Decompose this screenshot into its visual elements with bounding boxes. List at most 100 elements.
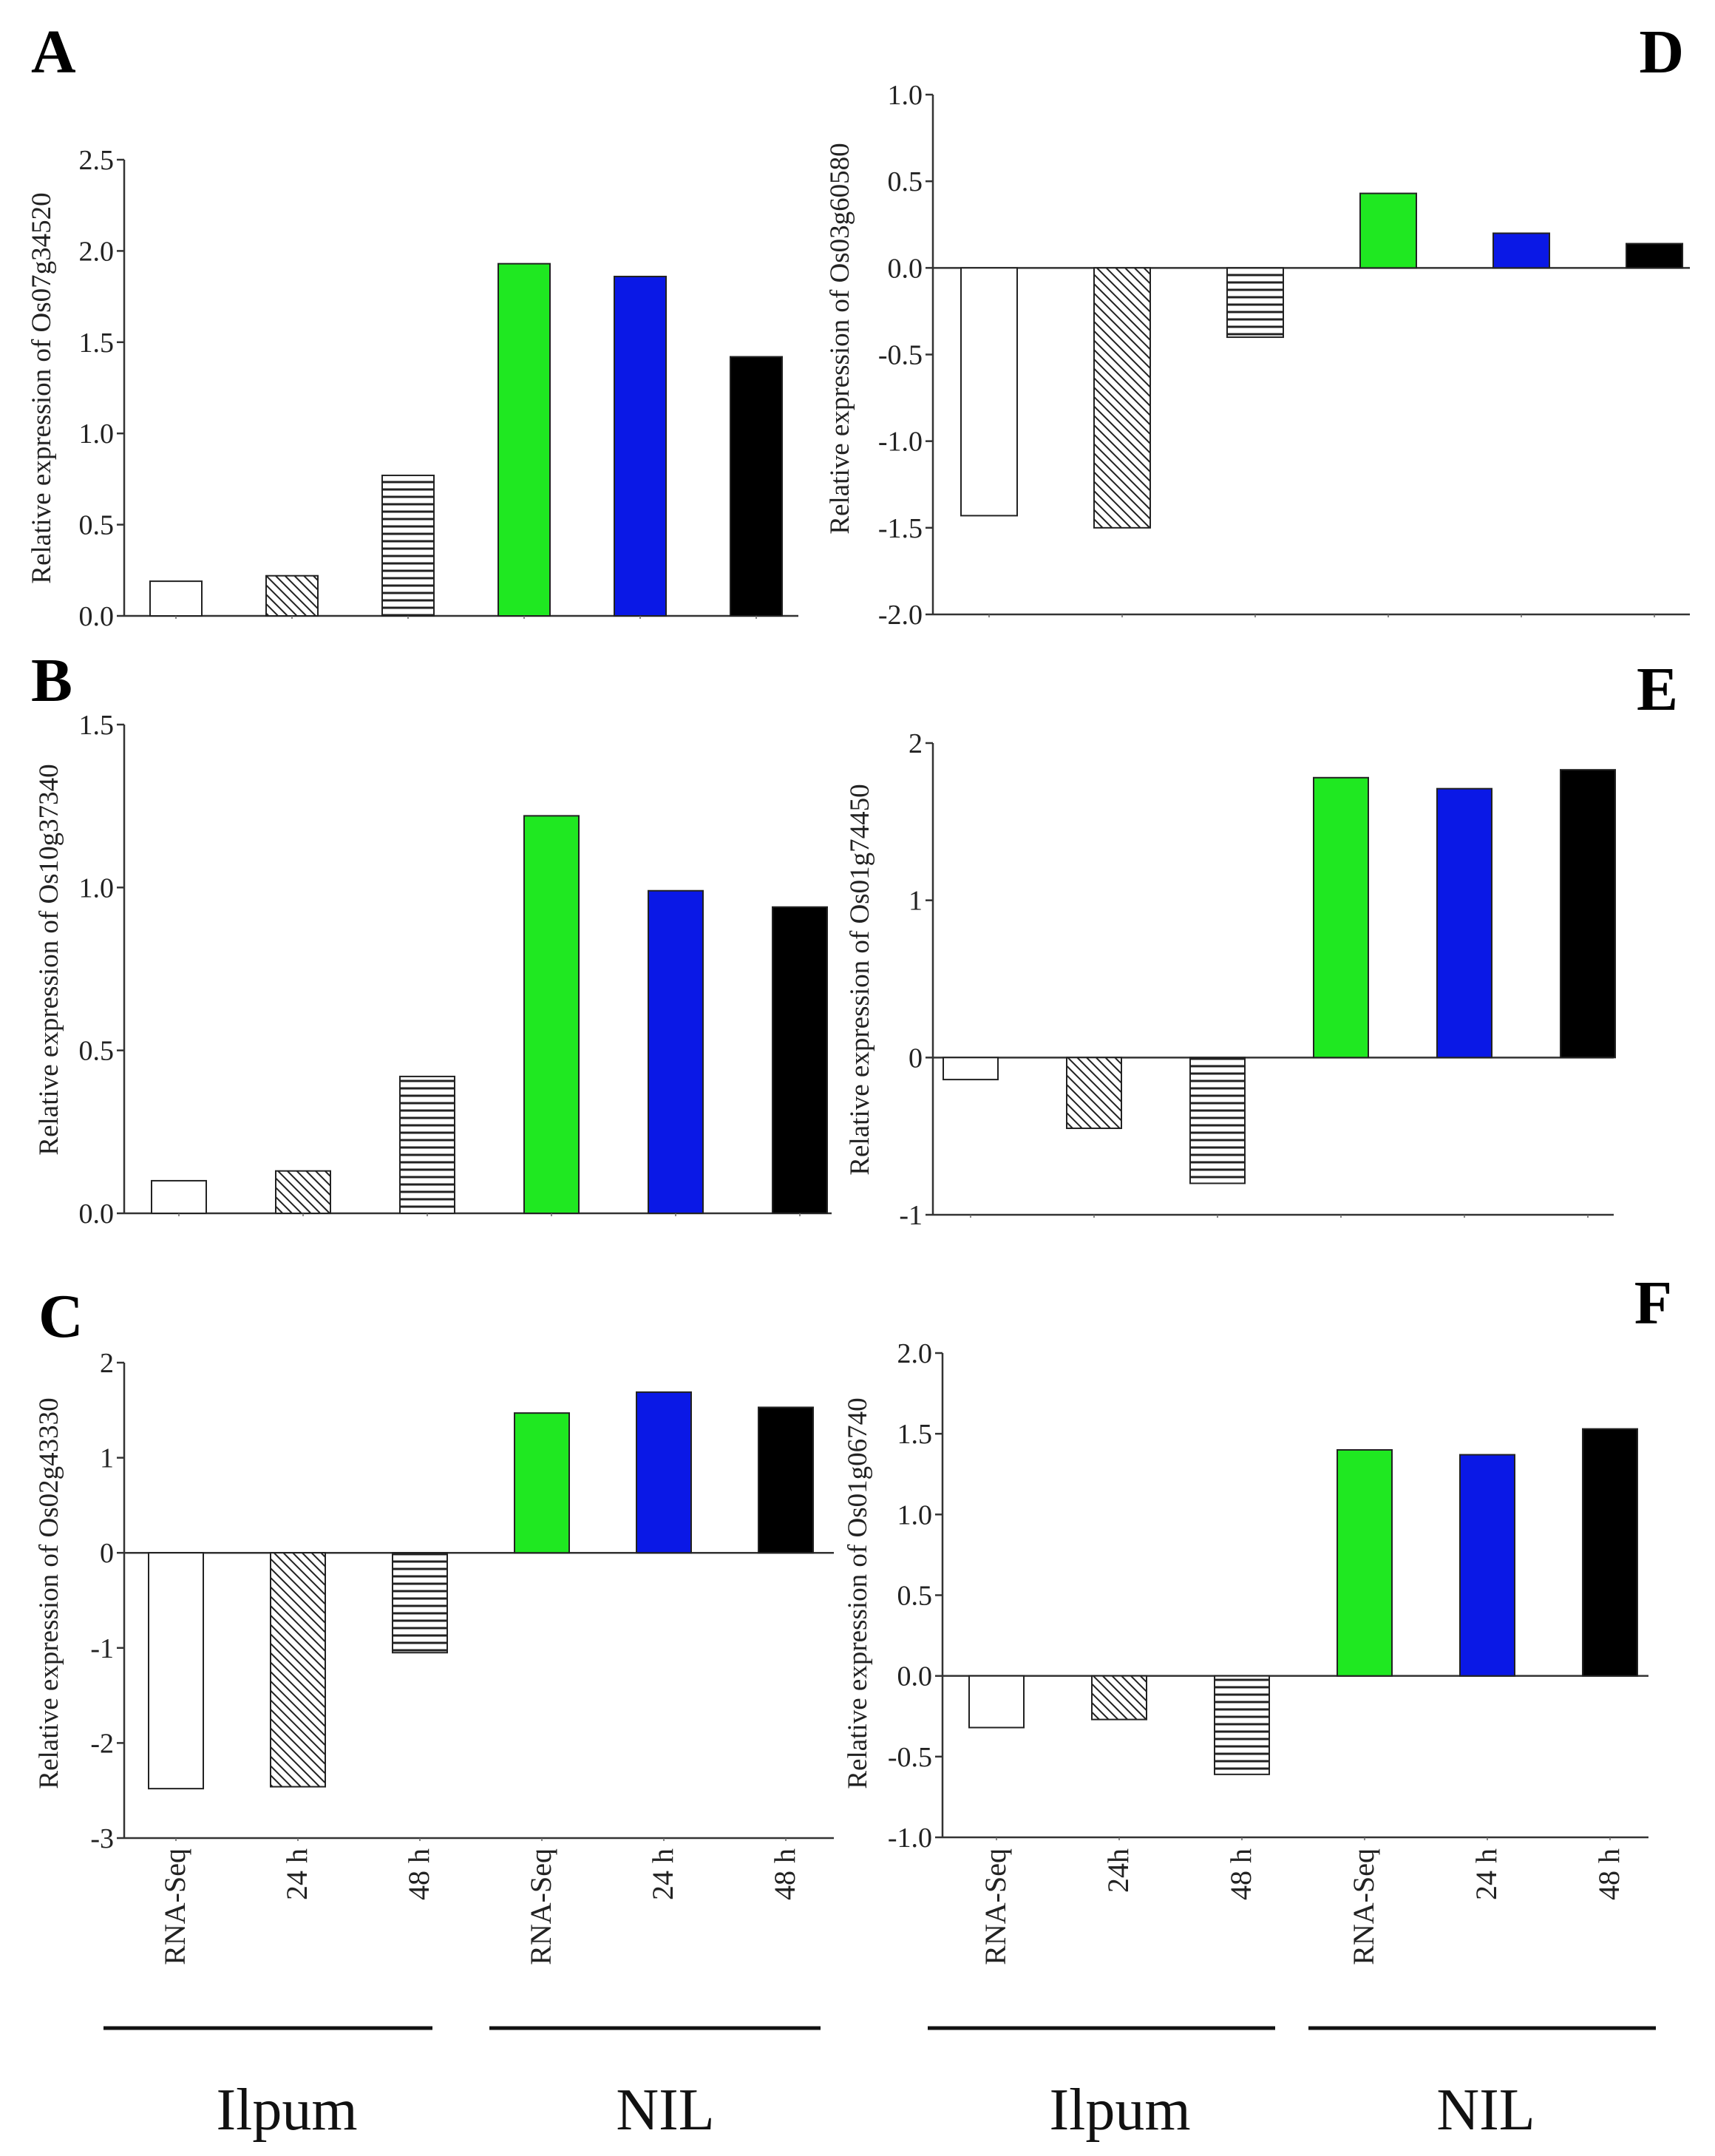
panel-b: B 0.0 0.5 1.0 1.5 Relative expression of Os10… xyxy=(31,646,832,1230)
panel-e-bar-3 xyxy=(1189,1057,1246,1184)
panel-f-bar-1 xyxy=(968,1675,1025,1729)
panel-a-letter: A xyxy=(31,18,76,87)
group-label-right-ilpum: Ilpum xyxy=(1049,2078,1190,2143)
panel-f-bar-3 xyxy=(1214,1675,1270,1775)
panel-f-tick-label: 1.0 xyxy=(897,1499,933,1530)
panel-f-bar-4 xyxy=(1337,1449,1393,1677)
panel-d-bar-5 xyxy=(1492,232,1550,269)
panel-a-bar-3 xyxy=(381,474,435,617)
panel-d-y-label: Relative expression of Os03g60580 xyxy=(825,143,855,534)
panel-b-bar-5 xyxy=(648,889,704,1214)
panel-a-tick-label: 2.5 xyxy=(79,145,115,176)
panel-a-tick-label: 1.5 xyxy=(79,328,115,359)
panel-c-bar-6 xyxy=(758,1406,814,1554)
panel-c-bar-1 xyxy=(148,1552,204,1790)
panel-c-category-label: RNA-Seq xyxy=(158,1848,191,1965)
panel-c-tick-label: -1 xyxy=(90,1633,114,1664)
panel-c-tick-label: 0 xyxy=(100,1538,114,1569)
panel-c: C -3 -2 -1 0 1 2 Relative expression of Os02g43… xyxy=(34,1282,834,1965)
panel-d-tick-label: -2.0 xyxy=(878,600,923,631)
panel-d: D -2.0 -1.5 -1.0 -0.5 0.0 0.5 1.0 Relative expre… xyxy=(825,18,1690,631)
panel-e-bar-6 xyxy=(1560,769,1616,1059)
panel-d-tick-label: 0.0 xyxy=(888,253,923,284)
panel-c-category-label: 24 h xyxy=(646,1848,679,1900)
panel-a-bar-1 xyxy=(149,580,203,617)
panel-a-bar-5 xyxy=(614,275,667,617)
panel-c-y-label: Relative expression of Os02g43330 xyxy=(34,1397,64,1789)
panel-b-letter: B xyxy=(31,646,72,715)
panel-e-y-label: Relative expression of Os01g74450 xyxy=(845,784,875,1175)
panel-e-tick-label: 1 xyxy=(909,886,923,917)
panel-d-bar-3 xyxy=(1226,267,1284,339)
panel-e-tick-label: 2 xyxy=(909,728,923,759)
panel-a-bar-2 xyxy=(265,574,319,617)
panel-f-bar-6 xyxy=(1582,1428,1638,1677)
panel-a-y-label: Relative expression of Os07g34520 xyxy=(27,192,57,583)
panel-c-category-label: 48 h xyxy=(402,1848,435,1900)
panel-d-tick-label: 1.0 xyxy=(888,80,923,111)
panel-a-bar-4 xyxy=(497,262,551,617)
panel-f-category-label: 48 h xyxy=(1224,1848,1257,1900)
panel-f-category-label: RNA-Seq xyxy=(979,1848,1012,1965)
panel-f-category-label: 48 h xyxy=(1592,1848,1626,1900)
panel-f-tick-label: 0.5 xyxy=(897,1581,933,1612)
panel-f-tick-label: 1.5 xyxy=(897,1419,933,1450)
panel-c-category-label: RNA-Seq xyxy=(524,1848,557,1965)
panel-d-tick-label: 0.5 xyxy=(888,166,923,197)
panel-c-tick-label: -3 xyxy=(90,1823,114,1854)
panel-b-y-label: Relative expression of Os10g37340 xyxy=(34,764,64,1155)
panel-f: F -1.0 -0.5 0.0 0.5 1.0 1.5 2.0 Relative express… xyxy=(843,1269,1672,1965)
panel-d-bar-6 xyxy=(1626,243,1683,269)
panel-f-letter: F xyxy=(1634,1269,1672,1338)
panel-b-bar-2 xyxy=(275,1170,331,1215)
panel-b-bar-6 xyxy=(772,906,828,1214)
panel-d-tick-label: -1.5 xyxy=(878,513,923,544)
panel-b-tick-label: 0.0 xyxy=(79,1199,115,1230)
panel-f-category-label: RNA-Seq xyxy=(1347,1848,1380,1965)
panel-b-bar-3 xyxy=(399,1075,455,1215)
panel-e: E -1 0 1 2 Relative expression of Os01g74450 xyxy=(845,655,1678,1231)
panel-e-bar-4 xyxy=(1313,776,1369,1059)
panel-d-letter: D xyxy=(1639,18,1684,87)
panel-b-tick-label: 0.5 xyxy=(79,1036,115,1067)
group-label-right-nil: NIL xyxy=(1436,2078,1535,2143)
panel-d-tick-label: -1.0 xyxy=(878,427,923,458)
panel-e-bar-1 xyxy=(943,1057,999,1081)
panel-a-bar-6 xyxy=(730,356,783,617)
panel-d-bar-1 xyxy=(960,267,1018,517)
panel-f-tick-label: -1.0 xyxy=(888,1823,932,1854)
panel-c-bar-5 xyxy=(636,1391,692,1554)
panel-f-category-label: 24 h xyxy=(1470,1848,1503,1900)
panel-e-letter: E xyxy=(1637,655,1678,724)
panel-c-bar-4 xyxy=(514,1412,570,1554)
panel-f-tick-label: 0.0 xyxy=(897,1661,933,1692)
panel-f-bar-2 xyxy=(1091,1675,1147,1721)
panel-e-tick-label: 0 xyxy=(909,1043,923,1074)
panel-d-bar-2 xyxy=(1093,267,1151,529)
panel-f-bar-5 xyxy=(1459,1454,1515,1677)
panel-e-tick-label: -1 xyxy=(899,1200,923,1231)
panel-d-bar-4 xyxy=(1359,192,1417,269)
panel-b-tick-label: 1.5 xyxy=(79,710,115,741)
panel-c-tick-label: 1 xyxy=(100,1443,114,1474)
panel-a-tick-label: 2.0 xyxy=(79,236,115,267)
group-label-left-nil: NIL xyxy=(616,2078,714,2143)
panel-c-letter: C xyxy=(38,1282,84,1351)
panel-a-tick-label: 0.5 xyxy=(79,510,115,541)
panel-e-bar-2 xyxy=(1066,1057,1122,1130)
panel-b-bar-1 xyxy=(151,1179,207,1215)
panel-c-bar-2 xyxy=(270,1552,326,1788)
panel-c-bar-3 xyxy=(392,1552,448,1654)
panel-f-tick-label: 2.0 xyxy=(897,1338,933,1369)
panel-a-tick-label: 0.0 xyxy=(79,601,115,632)
panel-c-category-label: 48 h xyxy=(768,1848,801,1900)
panel-f-y-label: Relative expression of Os01g06740 xyxy=(843,1397,873,1789)
panel-e-bar-5 xyxy=(1436,787,1492,1059)
panel-f-tick-label: -0.5 xyxy=(888,1742,932,1773)
panel-a-tick-label: 1.0 xyxy=(79,418,115,450)
panel-f-category-label: 24h xyxy=(1101,1848,1135,1893)
panel-b-bar-4 xyxy=(523,815,580,1215)
panel-a: A 0.0 0.5 1.0 1.5 2.0 2.5 Relative expression o… xyxy=(27,18,798,632)
group-label-left-ilpum: Ilpum xyxy=(216,2078,357,2143)
panel-c-tick-label: 2 xyxy=(100,1348,114,1379)
